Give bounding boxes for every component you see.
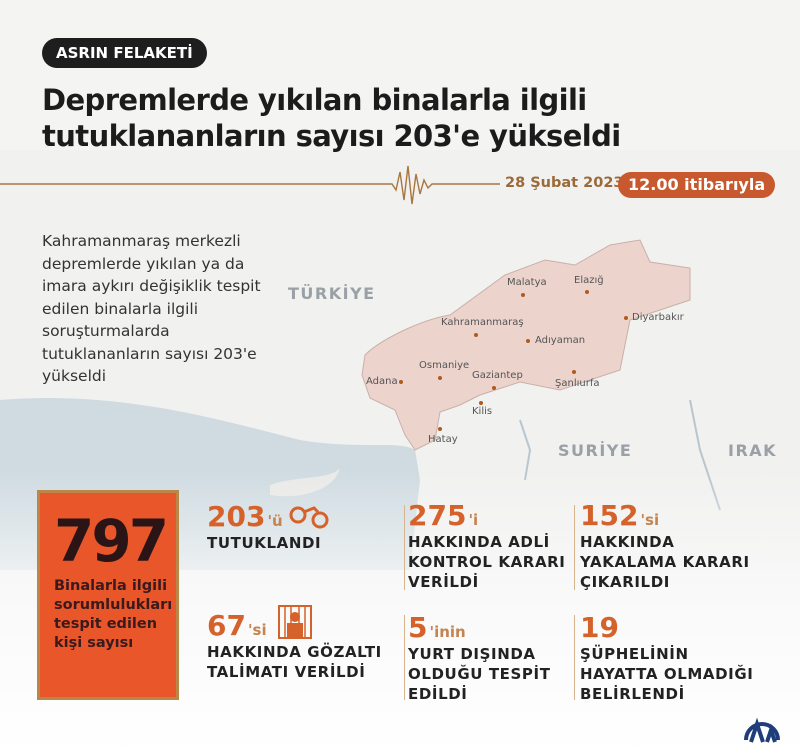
divider	[574, 505, 575, 590]
stat-label: ŞÜPHELİNİN HAYATTA OLMADIĞI BELİRLENDİ	[580, 645, 754, 703]
stat-deceased: 19 ŞÜPHELİNİN HAYATTA OLMADIĞI BELİRLEND…	[580, 612, 760, 704]
title-line: Depremlerde yıkılan binalarla ilgili	[42, 83, 587, 117]
stat-value: 67	[207, 609, 246, 642]
stat-suffix: 'si	[640, 511, 660, 529]
city-label: Osmaniye	[419, 360, 470, 371]
city-label: Şanlıurfa	[555, 378, 600, 389]
intro-text: Kahramanmaraş merkezli depremlerde yıkıl…	[42, 232, 261, 385]
stat-suffix: 'ü	[267, 512, 283, 530]
city-label: Kilis	[472, 406, 493, 417]
city-label: Diyarbakır	[632, 312, 684, 323]
city-dot	[585, 290, 589, 294]
stat-label: HAKKINDA ADLİ KONTROL KARARI VERİLDİ	[408, 533, 566, 591]
divider	[574, 615, 575, 700]
time-badge: 12.00 itibarıyla	[618, 172, 776, 198]
city-label: Adana	[366, 376, 398, 387]
divider	[404, 615, 405, 700]
date-label: 28 Şubat 2023	[505, 175, 624, 191]
summary-value: 797	[54, 507, 169, 575]
city-label: Adıyaman	[535, 335, 586, 346]
stat-value: 203	[207, 500, 266, 533]
city-dot	[438, 427, 442, 431]
stat-label: YURT DIŞINDA OLDUĞU TESPİT EDİLDİ	[408, 645, 551, 703]
stat-value: 152	[580, 499, 639, 532]
earthquake-region	[361, 239, 691, 451]
city-dot	[479, 401, 483, 405]
aa-logo	[744, 717, 780, 743]
stat-value: 275	[408, 499, 467, 532]
category-tag: ASRIN FELAKETİ	[42, 38, 207, 68]
title-line: tutuklananların sayısı 203'e yükseldi	[42, 119, 621, 153]
country-label: SURİYE	[558, 441, 633, 460]
city-label: Kahramanmaraş	[441, 317, 524, 328]
stat-label: TUTUKLANDI	[207, 534, 322, 552]
stat-value: 5	[408, 611, 428, 644]
country-label: TÜRKİYE	[288, 284, 376, 303]
city-dot	[521, 293, 525, 297]
city-dot	[624, 316, 628, 320]
jail-icon	[277, 605, 312, 639]
stat-label: HAKKINDA GÖZALTI TALİMATI VERİLDİ	[207, 643, 382, 681]
handcuffs-icon	[289, 506, 329, 529]
city-label: Hatay	[428, 434, 458, 445]
stat-abroad: 5'inin YURT DIŞINDA OLDUĞU TESPİT EDİLDİ	[408, 612, 588, 704]
page-title: Depremlerde yıkılan binalarla ilgili tut…	[42, 82, 621, 154]
seismograph-icon	[0, 165, 500, 205]
city-label: Gaziantep	[472, 370, 523, 381]
city-dot	[474, 333, 478, 337]
summary-label: Binalarla ilgili sorumlulukları tespit e…	[54, 578, 173, 651]
city-dot	[526, 339, 530, 343]
stat-suffix: 'i	[468, 511, 479, 529]
stat-suffix: 'si	[247, 621, 267, 639]
stat-arrest-warrant: 152'si HAKKINDA YAKALAMA KARARI ÇIKARILD…	[580, 500, 760, 592]
summary-box: 797 Binalarla ilgili sorumlulukları tesp…	[37, 490, 179, 700]
stat-suffix: 'inin	[429, 623, 466, 641]
divider	[404, 505, 405, 590]
country-label: IRAK	[728, 441, 778, 460]
stat-arrested: 203'ü TUTUKLANDI	[207, 500, 387, 553]
stat-label: HAKKINDA YAKALAMA KARARI ÇIKARILDI	[580, 533, 750, 591]
city-dot	[572, 370, 576, 374]
stat-value: 19	[580, 611, 619, 644]
city-label: Malatya	[507, 277, 547, 288]
city-label: Elazığ	[574, 275, 604, 286]
stat-judicial-control: 275'i HAKKINDA ADLİ KONTROL KARARI VERİL…	[408, 500, 588, 592]
stat-detention: 67'si HAKKINDA GÖZALTI TALİMATI VERİLDİ	[207, 605, 387, 682]
city-dot	[492, 386, 496, 390]
city-dot	[399, 380, 403, 384]
city-dot	[438, 376, 442, 380]
